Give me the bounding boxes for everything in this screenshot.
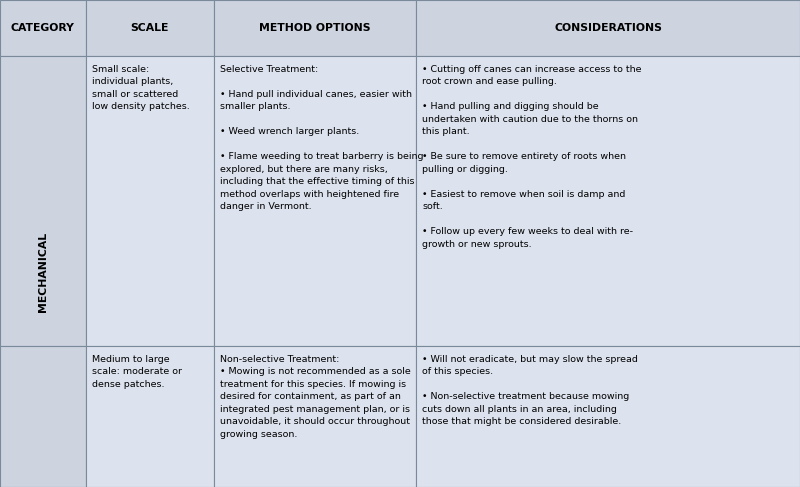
Bar: [86, 346, 214, 487]
Text: • Will not eradicate, but may slow the spread
of this species.

• Non-selective : • Will not eradicate, but may slow the s…: [422, 355, 638, 426]
Bar: [0, 346, 86, 487]
Text: Small scale:
individual plants,
small or scattered
low density patches.: Small scale: individual plants, small or…: [92, 65, 190, 111]
Bar: [86, 0, 214, 56]
Text: SCALE: SCALE: [130, 23, 169, 33]
Text: Selective Treatment:

• Hand pull individual canes, easier with
smaller plants.
: Selective Treatment: • Hand pull individ…: [220, 65, 423, 211]
Text: CONSIDERATIONS: CONSIDERATIONS: [554, 23, 662, 33]
Bar: [214, 346, 416, 487]
Text: Medium to large
scale: moderate or
dense patches.: Medium to large scale: moderate or dense…: [92, 355, 182, 389]
Text: CATEGORY: CATEGORY: [11, 23, 74, 33]
Bar: [416, 0, 800, 56]
Text: MECHANICAL: MECHANICAL: [38, 231, 48, 312]
Bar: [86, 56, 214, 346]
Bar: [0, 0, 86, 56]
Text: • Cutting off canes can increase access to the
root crown and ease pulling.

• H: • Cutting off canes can increase access …: [422, 65, 642, 249]
Bar: [0, 56, 86, 346]
Text: Non-selective Treatment:
• Mowing is not recommended as a sole
treatment for thi: Non-selective Treatment: • Mowing is not…: [220, 355, 410, 438]
Bar: [214, 0, 416, 56]
Bar: [416, 346, 800, 487]
Bar: [214, 56, 416, 346]
Text: METHOD OPTIONS: METHOD OPTIONS: [259, 23, 370, 33]
Bar: [416, 56, 800, 346]
